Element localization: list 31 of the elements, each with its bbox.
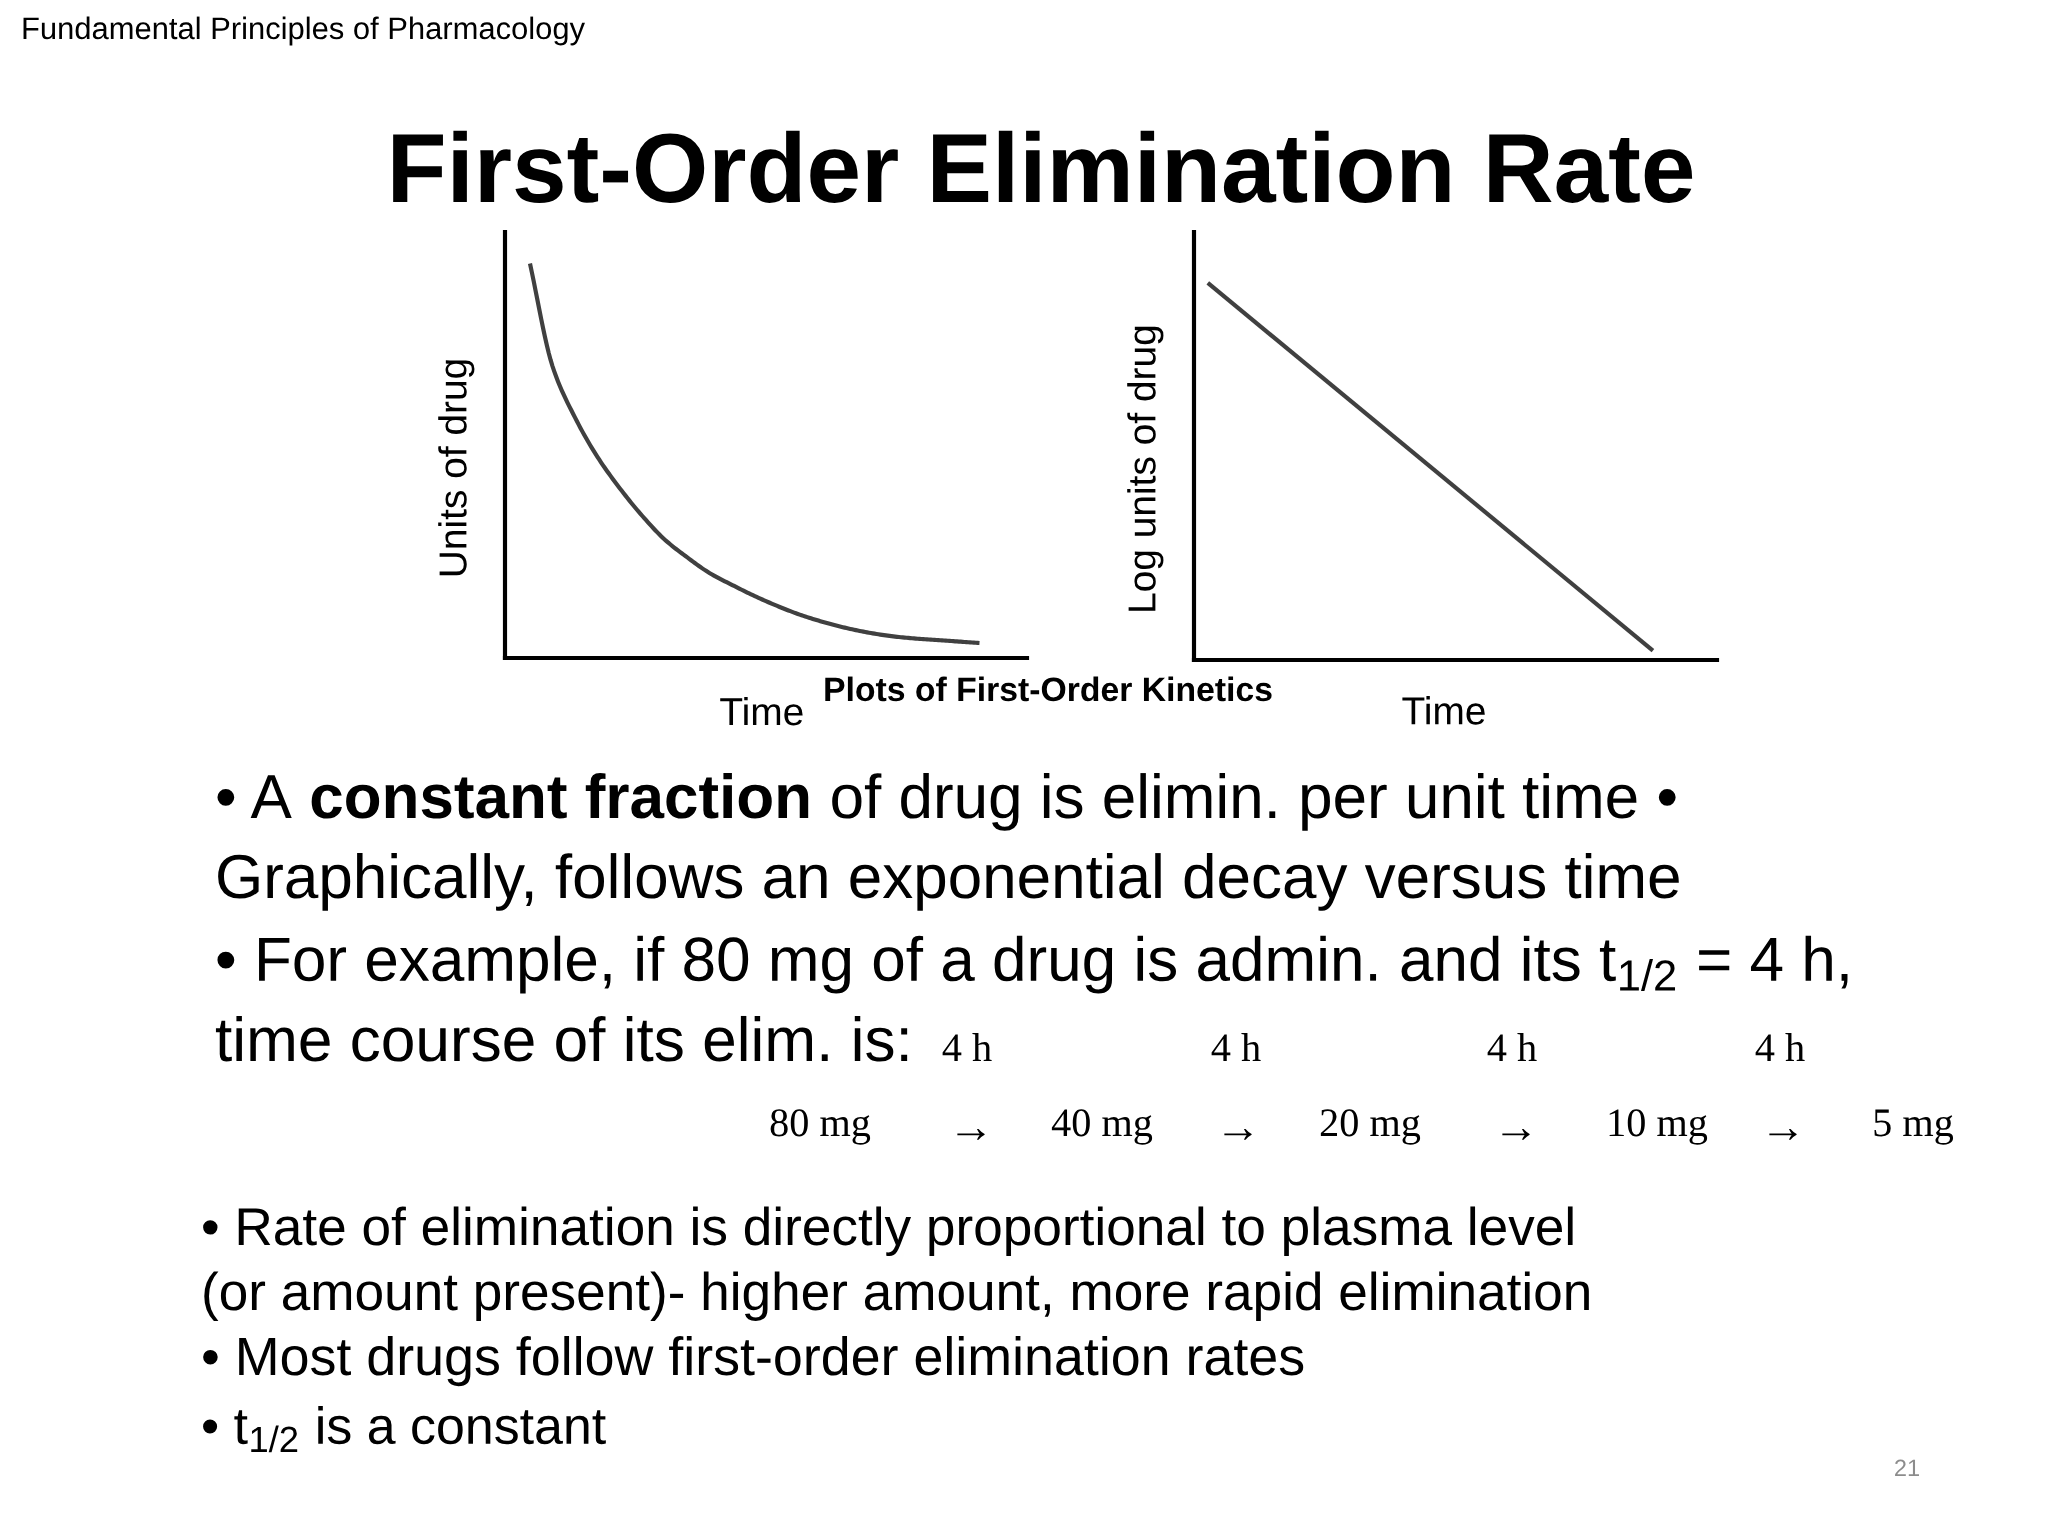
text: 21 [1895, 1459, 1919, 1476]
text: First-Order Elimination Rate [393, 130, 1693, 203]
text: • A [217, 775, 292, 818]
text: 4 h [942, 1033, 992, 1061]
y-axis-title: Log units of drug [1127, 326, 1164, 611]
text: constant fraction [311, 773, 809, 819]
text: 5 mg [1874, 1109, 1954, 1145]
text: 10 mg [1609, 1109, 1708, 1145]
text: • For example, if 80 mg of a drug is admin. and its t$_{1/2}$ = 4 h, [217, 935, 1848, 994]
text: • Rate of elimination is directly proportional to plasma level [203, 1206, 1573, 1257]
text: 4 h [1487, 1033, 1537, 1061]
text: → [1769, 1128, 1797, 1140]
text: (or amount present)- higher amount, more rapid elimination [204, 1271, 1589, 1322]
text: • t$_{1/2}$ is a constant [203, 1406, 606, 1453]
x-axis-title: Time [720, 696, 803, 726]
text: 20 mg [1320, 1109, 1421, 1145]
text: Plots of First-Order Kinetics [825, 676, 1272, 702]
text: 4 h [1755, 1033, 1805, 1061]
text: 80 mg [770, 1109, 871, 1145]
text: → [1502, 1128, 1530, 1140]
text: Fundamental Principles of Pharmacology [23, 16, 585, 46]
text: 40 mg [1051, 1109, 1153, 1145]
text: Graphically, follows an exponential decay versus time [218, 853, 1679, 911]
text: → [1224, 1128, 1252, 1140]
text: • Most drugs follow first-order elimination rates [203, 1336, 1304, 1387]
text: time course of its elim. is: [215, 1015, 908, 1062]
text: 4 h [1211, 1033, 1261, 1061]
text: of drug is elimin. per unit time • [832, 773, 1676, 831]
y-axis-title: Units of drug [438, 360, 475, 576]
x-axis-title: Time [1402, 696, 1485, 725]
text: → [957, 1128, 985, 1140]
